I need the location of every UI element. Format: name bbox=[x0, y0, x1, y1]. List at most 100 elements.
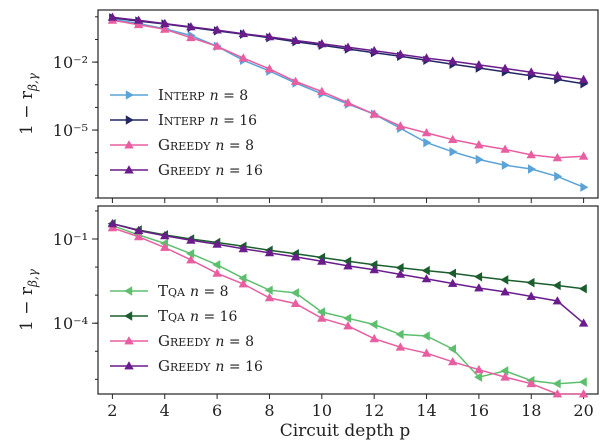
data-point bbox=[238, 273, 247, 283]
data-point bbox=[447, 134, 458, 143]
data-point bbox=[500, 366, 509, 376]
data-point bbox=[449, 147, 458, 157]
data-point bbox=[317, 313, 327, 322]
legend-swatch-marker bbox=[124, 165, 134, 174]
x-tick-label: 20 bbox=[573, 401, 593, 420]
data-point bbox=[552, 70, 563, 80]
data-point bbox=[526, 277, 535, 288]
data-point bbox=[238, 243, 249, 253]
data-point bbox=[186, 255, 196, 264]
data-point bbox=[526, 291, 536, 300]
plot-frame bbox=[97, 205, 599, 395]
data-point bbox=[447, 268, 457, 279]
data-point bbox=[578, 74, 589, 83]
data-point bbox=[395, 269, 406, 278]
data-point bbox=[552, 296, 563, 305]
data-point bbox=[578, 318, 589, 327]
data-point bbox=[580, 182, 589, 192]
legend-label: Greedy n = 16 bbox=[158, 161, 263, 179]
data-point bbox=[264, 32, 275, 41]
legend-label: Greedy n = 8 bbox=[158, 332, 254, 350]
x-tick-label: 16 bbox=[469, 401, 489, 420]
data-point bbox=[133, 19, 144, 29]
data-point bbox=[186, 235, 196, 244]
legend-swatch-marker bbox=[125, 90, 134, 100]
data-point bbox=[421, 348, 432, 357]
y-tick-label: 10⁻¹ bbox=[53, 230, 88, 249]
data-point bbox=[474, 364, 484, 374]
x-tick-label: 14 bbox=[416, 401, 436, 420]
data-point bbox=[447, 344, 457, 354]
data-point bbox=[343, 261, 353, 270]
legend-label: Interp n = 8 bbox=[158, 86, 248, 104]
data-point bbox=[500, 275, 509, 285]
data-point bbox=[264, 285, 273, 295]
legend-swatch-marker bbox=[124, 361, 134, 370]
data-point bbox=[160, 242, 170, 251]
data-point bbox=[186, 248, 195, 259]
y-axis-label: 1 − rβ,γ bbox=[17, 72, 40, 135]
data-point bbox=[552, 280, 561, 291]
data-point bbox=[526, 150, 536, 159]
legend-label: Greedy n = 16 bbox=[158, 357, 263, 375]
x-tick-label: 18 bbox=[521, 401, 541, 420]
data-point bbox=[475, 154, 484, 165]
data-point bbox=[343, 42, 353, 51]
data-point bbox=[186, 32, 196, 42]
data-point bbox=[395, 121, 406, 130]
data-point bbox=[474, 140, 484, 149]
data-point bbox=[238, 53, 249, 62]
data-point bbox=[421, 274, 432, 283]
data-point bbox=[552, 389, 563, 398]
legend-swatch-marker bbox=[124, 336, 134, 345]
legend-swatch-marker bbox=[124, 140, 134, 149]
legend-swatch-marker bbox=[125, 115, 134, 125]
data-point bbox=[133, 231, 144, 241]
data-point bbox=[317, 256, 327, 265]
data-point bbox=[290, 288, 299, 298]
top-panel: 10⁻² 10⁻⁵ 1 − rβ,γ Interp n = 8 Interp n = 16 G… bbox=[17, 9, 599, 203]
legend-label: Tqa n = 8 bbox=[158, 282, 229, 300]
data-point bbox=[447, 56, 458, 65]
data-point bbox=[527, 164, 536, 174]
data-point bbox=[290, 76, 301, 85]
data-point bbox=[186, 22, 196, 31]
data-point bbox=[369, 333, 379, 343]
data-point bbox=[212, 260, 221, 270]
x-tick-label: 10 bbox=[312, 401, 332, 420]
x-tick-label: 12 bbox=[364, 401, 384, 420]
data-point bbox=[264, 293, 275, 302]
data-point bbox=[395, 262, 404, 273]
data-point bbox=[578, 151, 589, 160]
data-point bbox=[264, 248, 275, 257]
data-point bbox=[474, 60, 484, 69]
data-point bbox=[343, 313, 352, 324]
data-point bbox=[552, 378, 561, 389]
data-point bbox=[238, 279, 249, 288]
data-point bbox=[526, 67, 536, 76]
data-point bbox=[290, 252, 301, 261]
data-point bbox=[343, 97, 353, 107]
data-point bbox=[317, 38, 327, 48]
data-point bbox=[317, 307, 326, 317]
data-point bbox=[343, 321, 353, 330]
data-point bbox=[160, 230, 170, 240]
y-axis-label: 1 − rβ,γ bbox=[17, 268, 40, 331]
data-point bbox=[395, 342, 406, 351]
data-point bbox=[447, 278, 458, 287]
legend-label: Interp n = 16 bbox=[158, 111, 257, 129]
x-axis-label: Circuit depth p bbox=[280, 421, 411, 441]
data-point bbox=[500, 287, 510, 296]
x-tick-label: 8 bbox=[264, 401, 274, 420]
data-point bbox=[160, 18, 170, 28]
data-point bbox=[526, 378, 536, 388]
data-point bbox=[421, 331, 430, 341]
legend-label: Tqa n = 16 bbox=[158, 307, 238, 325]
legend-swatch-marker bbox=[124, 311, 133, 321]
data-point bbox=[264, 64, 275, 73]
data-point bbox=[317, 86, 327, 95]
y-tick-label: 10⁻⁵ bbox=[53, 121, 88, 140]
data-point bbox=[133, 225, 144, 234]
data-point bbox=[395, 49, 406, 58]
